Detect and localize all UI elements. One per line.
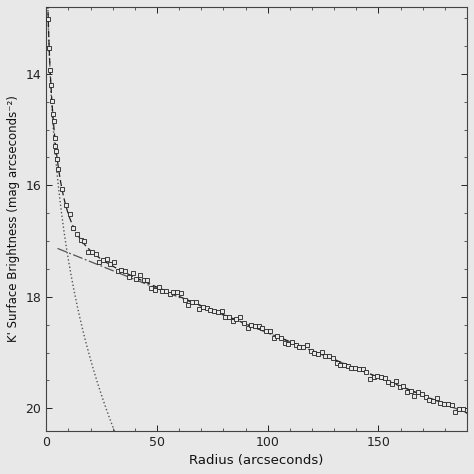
Y-axis label: K' Surface Brightness (mag arcseconds⁻²): K' Surface Brightness (mag arcseconds⁻²) (7, 95, 20, 342)
X-axis label: Radius (arcseconds): Radius (arcseconds) (190, 454, 324, 467)
